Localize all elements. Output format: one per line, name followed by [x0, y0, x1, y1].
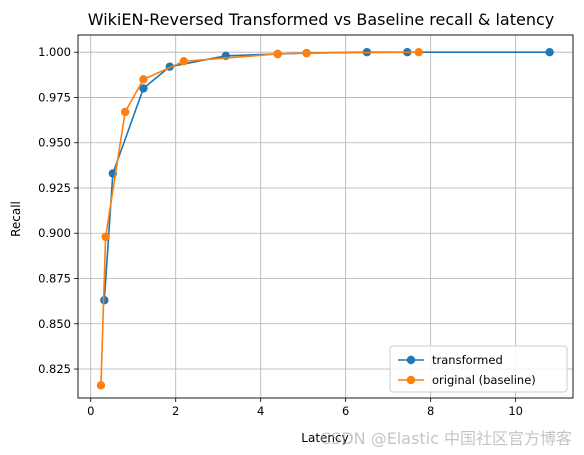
axes: 0 2 4 6 8 10 0.825 0.850 0.875 0.900 0.925 0.950 0.9…	[38, 45, 523, 418]
series-line-transformed	[103, 51, 550, 301]
data-point-transformed	[139, 84, 148, 93]
data-point-original-baseline	[179, 57, 188, 66]
plot-area	[77, 34, 574, 399]
x-tick-label: 0	[87, 404, 94, 418]
legend-box	[389, 345, 568, 393]
legend-swatch-marker	[406, 355, 416, 365]
y-tick-label: 0.900	[38, 226, 71, 240]
data-point-original-baseline	[101, 232, 110, 242]
data-point-transformed	[545, 47, 554, 57]
legend-label: transformed	[432, 353, 503, 367]
series-line-original-baseline	[100, 51, 419, 386]
x-tick-label: 8	[427, 404, 434, 418]
x-tick-label: 2	[172, 404, 179, 418]
series-layer	[96, 47, 554, 390]
x-tick-label: 10	[508, 404, 523, 418]
legend-swatch-marker	[406, 375, 416, 385]
x-tick-label: 4	[257, 404, 264, 418]
data-point-original-baseline	[302, 48, 311, 58]
watermark: CSDN @Elastic 中国社区官方博客	[319, 429, 572, 448]
data-point-original-baseline	[96, 381, 106, 390]
y-tick-label: 1.000	[38, 45, 71, 59]
legend-label: original (baseline)	[432, 373, 536, 387]
legend: transformed original (baseline)	[389, 345, 568, 393]
y-axis-label: Recall	[9, 201, 23, 237]
x-tick-label: 6	[342, 404, 349, 418]
y-tick-label: 0.950	[38, 136, 71, 150]
y-tick-label: 0.875	[38, 272, 71, 286]
data-point-original-baseline	[139, 75, 148, 84]
x-axis-label: Latency	[301, 431, 348, 445]
grid	[78, 35, 573, 398]
data-point-original-baseline	[273, 49, 282, 59]
y-tick-label: 0.925	[38, 181, 71, 195]
data-point-original-baseline	[120, 107, 130, 117]
y-tick-label: 0.825	[38, 362, 71, 376]
y-tick-label: 0.975	[38, 90, 71, 104]
data-point-original-baseline	[414, 47, 423, 57]
chart-title: WikiEN-Reversed Transformed vs Baseline …	[88, 10, 555, 29]
y-tick-label: 0.850	[38, 317, 71, 331]
